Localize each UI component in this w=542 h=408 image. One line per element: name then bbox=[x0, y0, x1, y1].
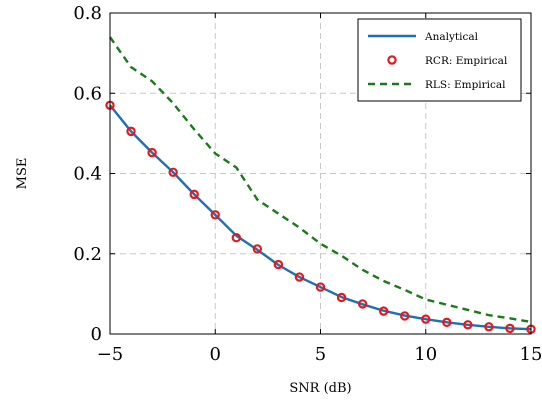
rcr-empirical-marker bbox=[463, 320, 473, 330]
rcr-empirical-marker bbox=[189, 189, 199, 200]
y-tick-label: 0 bbox=[91, 324, 102, 345]
rcr-empirical-marker bbox=[357, 299, 368, 309]
legend-label-rls-empirical: RLS: Empirical bbox=[425, 79, 506, 91]
x-axis-label: SNR (dB) bbox=[289, 381, 351, 396]
legend: Analytical RCR: Empirical RLS: Empirical bbox=[357, 18, 522, 102]
rcr-empirical-marker bbox=[147, 147, 157, 158]
rcr-empirical-marker bbox=[336, 292, 347, 303]
rcr-empirical-marker bbox=[273, 259, 284, 270]
legend-label-analytical: Analytical bbox=[424, 31, 479, 43]
series-layer bbox=[105, 36, 536, 334]
rcr-empirical-marker bbox=[168, 167, 178, 177]
y-tick-label: 0.4 bbox=[73, 164, 102, 185]
y-axis-label: MSE bbox=[15, 158, 30, 190]
rcr-empirical-marker bbox=[210, 210, 220, 220]
rcr-empirical-marker bbox=[484, 322, 494, 332]
analytical-line bbox=[109, 104, 532, 331]
rcr-empirical-marker bbox=[252, 244, 263, 254]
grid bbox=[110, 13, 531, 334]
y-tick-label: 0.2 bbox=[73, 244, 102, 265]
legend-swatch-rcr-empirical bbox=[387, 55, 397, 65]
x-tick-label: 10 bbox=[414, 344, 437, 365]
legend-box bbox=[357, 18, 522, 102]
rcr-empirical-marker bbox=[400, 311, 410, 321]
x-tick-label: 0 bbox=[210, 344, 221, 365]
y-tick-label: 0.6 bbox=[73, 83, 102, 104]
rcr-empirical-marker bbox=[421, 314, 431, 324]
x-tick-label: 15 bbox=[520, 344, 542, 365]
rcr-empirical-marker bbox=[315, 282, 326, 292]
x-tick-label: −5 bbox=[97, 344, 124, 365]
y-tick-label: 0.8 bbox=[73, 3, 102, 24]
rcr-empirical-marker bbox=[442, 317, 452, 328]
rcr-empirical-marker bbox=[231, 232, 241, 243]
rcr-empirical-marker bbox=[378, 306, 389, 316]
rcr-empirical-marker bbox=[505, 323, 515, 334]
x-tick-label: 5 bbox=[315, 344, 326, 365]
legend-label-rcr-empirical: RCR: Empirical bbox=[425, 55, 508, 67]
rcr-empirical-marker bbox=[294, 272, 305, 282]
rcr-empirical-marker bbox=[126, 126, 136, 137]
